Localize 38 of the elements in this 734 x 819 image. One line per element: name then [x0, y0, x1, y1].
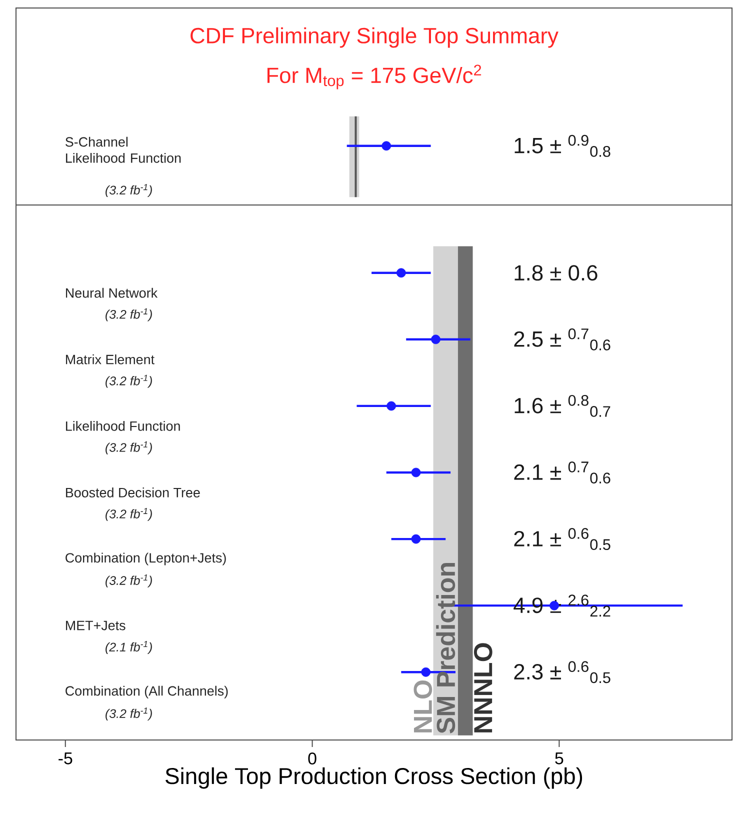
- annotation: (2.1 fb$^{-1}$): [106, 641, 152, 654]
- x-axis-title: Single Top Production Cross Section (pb): [166, 767, 582, 789]
- y-tick-label: MET+Jets: [66, 620, 126, 630]
- y-tick-label: Matrix Element: [66, 354, 154, 364]
- y-tick-label: Likelihood Function: [66, 420, 180, 431]
- x-tick-label: 5: [555, 752, 564, 764]
- annotation: (3.2 fb$^{-1}$): [106, 374, 152, 388]
- point: [431, 334, 440, 344]
- point: [411, 468, 421, 478]
- annotation: 1.5 ± $^{0.9}$0.8: [514, 134, 610, 157]
- band-label: NLO: [414, 680, 432, 732]
- annotation: 2.1 ± $^{0.7}$0.6: [514, 462, 610, 484]
- point: [396, 268, 406, 278]
- annotation: (3.2 fb$^{-1}$): [106, 441, 152, 454]
- y-tick-label: Combination (All Channels): [66, 686, 228, 698]
- point: [386, 401, 396, 411]
- annotation: SM Prediction: [436, 563, 456, 734]
- annotation: 1.8 ± 0.6: [514, 265, 598, 281]
- annotation: 2.1 ± $^{0.6}$0.5: [514, 528, 610, 550]
- chart-subtitle: For M$_{top}$ = 175 GeV/c$^{2}$: [267, 64, 482, 90]
- point: [421, 667, 431, 677]
- x-tick-label: 0: [308, 752, 316, 765]
- annotation: 2.5 ± $^{0.7}$0.6: [514, 328, 610, 350]
- annotation: (3.2 fb$^{-1}$): [106, 574, 152, 588]
- annotation: (3.2 fb$^{-1}$): [106, 508, 152, 521]
- annotation: 1.6 ± $^{0.8}$0.7: [514, 394, 610, 417]
- y-tick-label: Neural Network: [66, 288, 158, 298]
- chart-title: CDF Preliminary Single Top Summary: [190, 27, 558, 48]
- y-tick-label: Combination (Lepton+Jets): [66, 552, 226, 566]
- annotation: (3.2 fb$^{-1}$): [106, 708, 152, 721]
- x-tick-label: -5: [58, 752, 72, 764]
- annotation: (3.2 fb$^{-1}$): [106, 308, 152, 322]
- annotation: 2.3 ± $^{0.6}$0.5: [514, 661, 610, 684]
- y-tick-label: Boosted Decision Tree: [66, 488, 200, 498]
- point: [411, 534, 421, 544]
- band-label: NNNLO: [474, 643, 492, 732]
- annotation: (3.2 fb$^{-1}$): [106, 184, 152, 197]
- category-label: S-Channel Likelihood Function: [65, 136, 181, 163]
